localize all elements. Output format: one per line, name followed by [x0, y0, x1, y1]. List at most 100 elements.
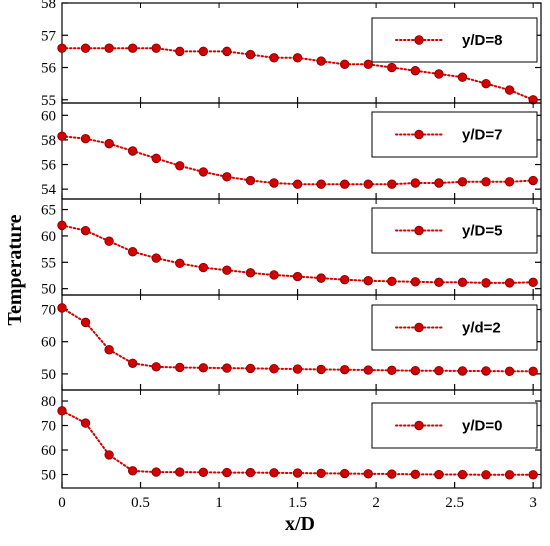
data-point — [387, 365, 397, 376]
data-point — [481, 78, 491, 89]
data-point — [104, 345, 114, 355]
data-point — [245, 175, 256, 186]
legend-marker — [414, 322, 424, 333]
data-point — [457, 469, 468, 480]
data-point — [269, 53, 279, 63]
data-point — [175, 258, 185, 269]
data-point — [57, 131, 67, 141]
panel-3: 50 55 60 65 y/D=5 — [41, 198, 542, 298]
data-point — [222, 265, 232, 275]
data-point — [104, 236, 114, 246]
data-point — [363, 469, 373, 479]
data-point — [316, 56, 326, 66]
legend-marker — [414, 420, 424, 431]
data-point — [151, 43, 161, 53]
data-point — [316, 364, 326, 375]
data-point — [57, 303, 67, 313]
data-point — [316, 273, 326, 283]
data-point — [434, 69, 444, 79]
legend: y/D=8 — [371, 17, 538, 63]
data-point — [127, 146, 138, 156]
data-point — [151, 153, 161, 164]
y-tick-label: 50 — [41, 282, 56, 298]
y-tick-label: 56 — [41, 158, 57, 174]
legend-marker — [414, 225, 424, 236]
data-point — [387, 469, 397, 479]
data-point — [292, 468, 303, 478]
data-point — [245, 363, 256, 374]
x-tick-label: 0.5 — [131, 495, 150, 511]
data-point — [222, 363, 232, 373]
data-point — [198, 363, 209, 373]
data-point — [151, 253, 161, 263]
data-point — [292, 364, 303, 374]
legend: y/D=7 — [371, 111, 538, 158]
data-point — [434, 277, 444, 288]
data-point — [504, 85, 515, 95]
x-axis: 0 0.5 1 1.5 2 2.5 3 — [58, 495, 537, 511]
data-point — [528, 277, 538, 288]
data-point — [104, 138, 114, 149]
y-tick-label: 57 — [41, 28, 57, 44]
data-point — [457, 72, 468, 82]
y-tick-label: 80 — [41, 394, 56, 410]
data-point — [222, 467, 232, 478]
data-point — [434, 469, 444, 480]
data-point — [504, 366, 515, 377]
x-tick-label: 2 — [372, 495, 380, 511]
data-point — [127, 43, 138, 53]
data-point — [316, 179, 326, 189]
data-point — [410, 66, 421, 76]
x-tick-label: 1.5 — [288, 495, 307, 511]
data-point — [57, 220, 67, 231]
y-tick-label: 60 — [41, 335, 56, 351]
data-point — [127, 247, 138, 257]
legend-marker — [414, 129, 424, 140]
y-tick-label: 65 — [41, 203, 56, 219]
y-tick-label: 58 — [41, 0, 56, 12]
x-tick-label: 0 — [58, 495, 66, 511]
data-point — [387, 276, 397, 286]
data-point — [292, 271, 303, 282]
data-point — [245, 467, 256, 478]
y-tick-label: 54 — [41, 182, 57, 198]
panel-1: 55 56 57 58 y/D=8 — [41, 0, 542, 109]
data-point — [245, 49, 256, 60]
data-point — [528, 470, 538, 480]
data-point — [245, 268, 256, 278]
data-point — [292, 179, 303, 189]
legend-label: y/D=8 — [462, 32, 502, 49]
data-point — [316, 468, 326, 479]
data-point — [481, 278, 491, 288]
data-point — [339, 468, 350, 479]
data-point — [410, 469, 421, 479]
data-point — [528, 366, 538, 377]
data-point — [80, 43, 91, 53]
data-point — [104, 43, 114, 53]
data-point — [363, 276, 373, 286]
data-point — [80, 317, 91, 328]
x-axis-title: x/D — [285, 513, 315, 535]
legend-label: y/d=2 — [462, 320, 501, 337]
data-point — [363, 365, 373, 375]
data-point — [151, 362, 161, 372]
data-point — [410, 277, 421, 287]
data-point — [175, 467, 185, 477]
x-tick-label: 3 — [529, 495, 537, 511]
data-point — [198, 467, 209, 478]
data-point — [80, 133, 91, 144]
data-point — [127, 358, 138, 368]
data-point — [457, 366, 468, 376]
data-point — [339, 59, 350, 69]
x-tick-label: 1 — [215, 495, 223, 511]
data-point — [198, 46, 209, 57]
data-point — [104, 450, 114, 460]
data-point — [127, 466, 138, 476]
data-point — [457, 277, 468, 288]
y-tick-label: 56 — [41, 61, 57, 77]
data-point — [339, 275, 350, 285]
data-point — [198, 262, 209, 273]
data-point — [410, 365, 421, 376]
data-point — [175, 161, 185, 171]
y-tick-label: 60 — [41, 443, 56, 459]
